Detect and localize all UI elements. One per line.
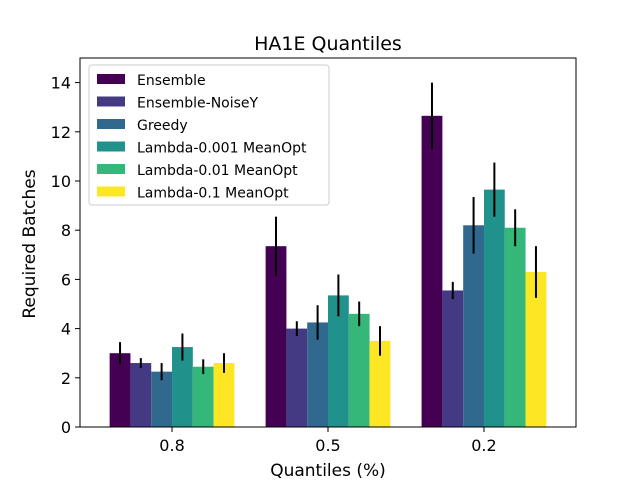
y-tick-label: 4 bbox=[61, 320, 71, 339]
legend-entry: Lambda-0.001 MeanOpt bbox=[137, 141, 307, 157]
legend-swatch bbox=[97, 119, 125, 129]
legend: Ensemble Ensemble-NoiseY Greedy Lambda-0.00… bbox=[88, 64, 330, 206]
bar bbox=[307, 322, 328, 427]
legend-entry: Lambda-0.01 MeanOpt bbox=[137, 163, 298, 179]
legend-swatch bbox=[97, 186, 125, 197]
legend-entry: Ensemble-NoiseY bbox=[137, 96, 259, 112]
bar bbox=[348, 313, 370, 427]
y-tick-label: 2 bbox=[61, 369, 71, 388]
legend-entry: Greedy bbox=[137, 118, 188, 134]
y-axis-label: Required Batches bbox=[20, 169, 40, 318]
legend-swatch bbox=[97, 141, 125, 152]
y-tick-label: 12 bbox=[51, 123, 71, 142]
bar bbox=[525, 272, 547, 427]
bar bbox=[192, 366, 214, 427]
legend-frame bbox=[88, 64, 330, 206]
x-tick-label: 0.2 bbox=[471, 436, 496, 455]
bar bbox=[328, 295, 349, 427]
legend-entry: Ensemble bbox=[137, 73, 206, 89]
y-tick-label: 14 bbox=[51, 74, 71, 93]
bar bbox=[151, 371, 173, 427]
bar bbox=[442, 290, 464, 427]
chart-title: HA1E Quantiles bbox=[254, 33, 402, 55]
y-tick-label: 0 bbox=[61, 418, 71, 437]
x-tick-label: 0.8 bbox=[159, 436, 184, 455]
legend-swatch bbox=[97, 96, 125, 107]
bar bbox=[421, 115, 443, 427]
bar bbox=[172, 347, 193, 427]
bar bbox=[463, 225, 484, 427]
y-tick-label: 10 bbox=[51, 172, 71, 191]
plot-area: 0 2 4 6 8 10 12 14 0.8 0.5 0.2 bbox=[51, 57, 577, 455]
bar bbox=[109, 353, 131, 427]
y-tick-label: 6 bbox=[61, 270, 71, 289]
bar bbox=[483, 189, 505, 427]
legend-swatch bbox=[97, 164, 125, 174]
bar bbox=[265, 246, 287, 427]
bar bbox=[369, 340, 391, 427]
bar bbox=[504, 227, 526, 427]
bar bbox=[213, 363, 235, 427]
x-axis-label: Quantiles (%) bbox=[270, 461, 386, 480]
x-tick-label: 0.5 bbox=[315, 436, 340, 455]
bar bbox=[286, 328, 308, 427]
bar bbox=[130, 363, 152, 427]
legend-entry: Lambda-0.1 MeanOpt bbox=[137, 186, 289, 202]
y-tick-label: 8 bbox=[61, 221, 71, 240]
legend-swatch bbox=[97, 74, 125, 84]
